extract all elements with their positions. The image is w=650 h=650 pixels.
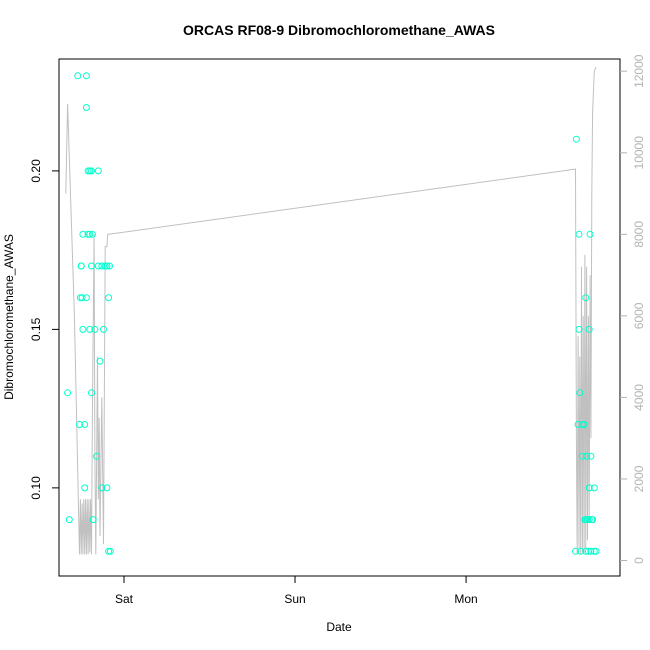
data-point — [94, 167, 102, 175]
plot-frame — [58, 58, 621, 577]
axes-layer: 0.10 0.15 0.20 Sat Sun Mon 0 2000 4000 6000 8000 10… — [29, 54, 646, 606]
y2-tick-label: 6000 — [632, 302, 646, 329]
y2-tick-label: 12000 — [632, 54, 646, 88]
data-point — [572, 547, 579, 555]
y2-tick-label: 0 — [632, 557, 646, 564]
data-point — [575, 230, 583, 238]
series-line-layer — [65, 66, 597, 555]
y-axis-label: Dibromochloromethane_AWAS — [2, 234, 16, 400]
data-point — [106, 262, 113, 270]
data-point — [81, 421, 89, 428]
data-point — [88, 262, 95, 270]
data-point — [64, 389, 72, 397]
data-point — [100, 325, 107, 333]
y2-tick-label: 10000 — [632, 136, 646, 170]
data-point — [592, 547, 600, 555]
data-point — [589, 516, 597, 524]
data-point — [81, 484, 89, 492]
data-point — [578, 452, 586, 460]
data-point — [103, 262, 111, 270]
data-point — [94, 262, 102, 270]
data-point — [585, 325, 593, 333]
data-point — [79, 325, 87, 333]
data-point — [590, 484, 598, 492]
data-point — [576, 389, 584, 397]
data-point — [76, 421, 83, 428]
series-line — [65, 66, 597, 555]
data-point — [88, 167, 95, 175]
data-point — [79, 230, 87, 238]
data-point — [587, 452, 595, 460]
data-point — [89, 516, 97, 524]
x-tick-label: Sat — [115, 592, 134, 606]
data-point — [580, 421, 588, 428]
data-point — [77, 262, 85, 270]
data-point — [98, 484, 106, 492]
y-tick-label: 0.15 — [29, 317, 43, 341]
x-tick-label: Mon — [454, 592, 477, 606]
data-point — [572, 135, 580, 143]
y-tick-label: 0.10 — [29, 476, 43, 500]
y2-tick-label: 2000 — [632, 465, 646, 492]
data-point — [86, 230, 94, 238]
data-point — [78, 294, 86, 302]
data-point — [582, 547, 590, 555]
data-point — [587, 547, 595, 555]
data-point — [577, 547, 585, 555]
chart-title: ORCAS RF08-9 Dibromochloromethane_AWAS — [183, 22, 495, 38]
data-point — [585, 484, 593, 492]
y-tick-label: 0.20 — [29, 159, 43, 183]
data-point — [582, 294, 590, 302]
data-point — [82, 294, 90, 302]
data-point — [98, 262, 106, 270]
data-point — [575, 325, 583, 333]
data-point — [96, 357, 104, 365]
data-point — [86, 325, 94, 333]
data-point — [106, 547, 114, 555]
data-point — [74, 72, 82, 80]
x-tick-label: Sun — [284, 592, 305, 606]
data-point — [105, 294, 113, 302]
data-point — [103, 484, 111, 492]
data-point — [93, 452, 101, 460]
data-point — [586, 230, 594, 238]
data-point — [585, 516, 593, 524]
y2-tick-label: 8000 — [632, 221, 646, 248]
data-point — [65, 516, 73, 524]
data-point — [88, 389, 95, 397]
x-axis-label: Date — [326, 620, 352, 634]
data-point — [583, 452, 591, 460]
series-points-layer — [64, 72, 600, 555]
data-point — [91, 325, 99, 333]
y2-tick-label: 4000 — [632, 384, 646, 411]
data-point — [88, 230, 96, 238]
data-point — [82, 72, 90, 80]
data-point — [82, 104, 90, 111]
